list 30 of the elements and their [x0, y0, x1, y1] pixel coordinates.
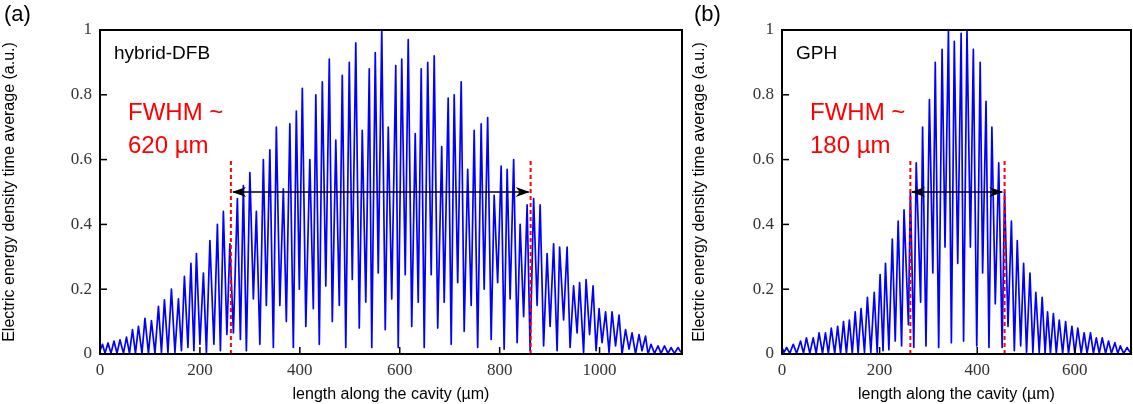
- annotation: GPH: [796, 41, 838, 63]
- y-tick-label: 0.6: [70, 149, 92, 169]
- y-tick-label: 0.8: [752, 84, 774, 104]
- y-tick-label: 0.2: [752, 278, 774, 298]
- x-tick-label: 400: [287, 359, 313, 379]
- x-tick-label: 200: [866, 359, 893, 379]
- x-axis-title: length along the cavity (µm): [858, 384, 1055, 402]
- y-tick-label: 0.4: [70, 213, 93, 233]
- y-tick-label: 0.8: [70, 84, 92, 104]
- x-tick-label: 400: [964, 359, 990, 379]
- y-tick-label: 0.4: [752, 213, 775, 233]
- y-axis-title: Electric energy density time average (a.u.): [690, 42, 708, 342]
- ref-line-label: FWHM ~ 620 µm: [128, 98, 224, 158]
- chart-title: (b): [694, 1, 721, 27]
- y-tick-label: 1: [83, 19, 92, 39]
- y-tick-label: 1: [765, 19, 774, 39]
- y-tick-label: 0: [765, 343, 774, 363]
- y-tick-label: 0: [83, 343, 92, 363]
- x-tick-label: 600: [386, 359, 413, 379]
- y-axis-title: Electric energy density time average (a.u.): [0, 42, 18, 342]
- x-axis-title: length along the cavity (µm): [292, 384, 490, 402]
- annotation: hybrid-DFB: [114, 41, 211, 63]
- x-tick-label: 1000: [582, 359, 617, 379]
- x-tick-label: 200: [187, 359, 213, 379]
- y-tick-label: 0.2: [70, 278, 92, 298]
- y-tick-label: 0.6: [752, 149, 774, 169]
- x-tick-label: 600: [1062, 359, 1088, 379]
- chart-title: (a): [4, 1, 31, 27]
- x-tick-label: 800: [486, 359, 513, 379]
- ref-line-label: FWHM ~ 180 µm: [810, 98, 906, 158]
